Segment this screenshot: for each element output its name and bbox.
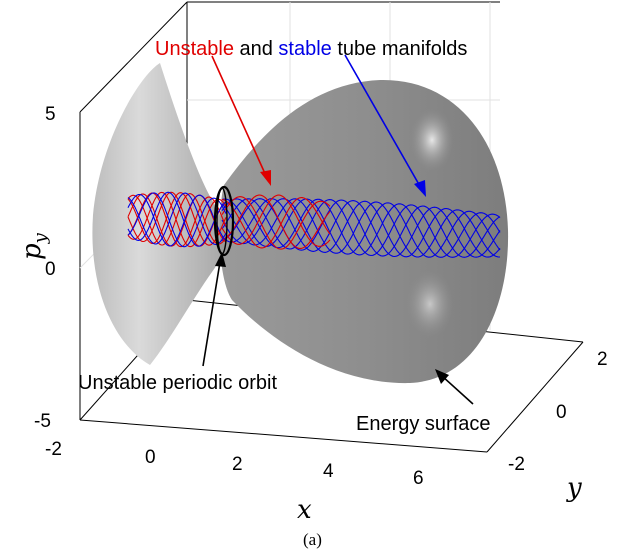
z-tick-label: -5 — [34, 411, 51, 432]
unstable-arrowhead — [260, 170, 271, 186]
z-axis-label: py — [17, 232, 51, 260]
left-top-edge — [79, 1, 188, 113]
stable-tube-trajectory — [127, 193, 227, 247]
z-axis: 5 0 -5 py — [17, 104, 56, 432]
orbit-arrow — [202, 261, 221, 367]
unstable-tube-trajectory — [127, 193, 227, 247]
unstable-tube-trajectory — [221, 194, 331, 247]
y-tick-label: -2 — [508, 454, 525, 475]
unstable-word: Unstable — [155, 38, 234, 60]
periodic-orbit-label: Unstable periodic orbit — [78, 372, 277, 394]
stable-tube-trajectory — [221, 198, 501, 258]
annotation-arrows — [202, 54, 474, 405]
tube-manifold-label: Unstable and stable tube manifolds — [155, 38, 467, 60]
z-tick-label: 0 — [45, 259, 56, 280]
unstable-tube-trajectory — [221, 194, 331, 249]
energy-arrow — [441, 375, 474, 405]
x-tick-label: 6 — [413, 468, 424, 489]
unstable-arrow — [211, 55, 268, 179]
stable-tube-trajectory — [221, 198, 501, 258]
z-label-base: p — [17, 243, 47, 260]
x-tick-label: 0 — [145, 447, 156, 468]
x-axis-label: x — [297, 495, 312, 525]
x-axis: -2 0 2 4 6 x — [45, 439, 424, 525]
y-axis-line — [486, 341, 584, 453]
tube-manifolds — [127, 191, 501, 258]
stable-tube-trajectory — [221, 198, 501, 258]
and-word: and — [234, 38, 278, 60]
periodic-orbit-outer — [213, 185, 235, 257]
stable-arrow — [344, 54, 422, 189]
y-axis: 2 0 -2 y — [508, 349, 608, 503]
stable-tube-trajectory — [221, 198, 501, 258]
y-axis-label: y — [566, 473, 582, 503]
stable-word: stable — [278, 38, 331, 60]
y-tick-label: 2 — [597, 349, 608, 370]
x-axis-line — [79, 419, 488, 453]
z-label-sub: y — [30, 232, 51, 244]
surface-highlight-top — [410, 108, 454, 172]
energy-surface-left-bell — [92, 63, 226, 365]
figure-caption: (a) — [303, 530, 322, 549]
unstable-tube-trajectory — [127, 193, 227, 246]
energy-arrowhead — [435, 369, 449, 384]
unstable-tube-trajectory — [127, 192, 227, 248]
orbit-arrowhead — [215, 252, 226, 267]
x-tick-label: 4 — [323, 461, 334, 482]
tube-manifolds-words: tube manifolds — [332, 38, 468, 60]
unstable-tube-trajectory — [221, 197, 331, 249]
unstable-tube-trajectory — [127, 192, 227, 246]
surface-highlight-bottom — [406, 270, 454, 338]
energy-surface-label: Energy surface — [356, 413, 491, 435]
x-tick-label: -2 — [45, 439, 62, 460]
stable-arrowhead — [414, 180, 426, 197]
stable-tube-trajectory — [221, 198, 501, 258]
z-tick-label: 5 — [45, 104, 56, 125]
x-tick-label: 2 — [232, 454, 243, 475]
stable-tube-trajectory — [127, 192, 227, 245]
stable-tube-trajectory — [221, 198, 501, 258]
y-tick-label: 0 — [556, 402, 567, 423]
unstable-tube-trajectory — [221, 196, 331, 250]
